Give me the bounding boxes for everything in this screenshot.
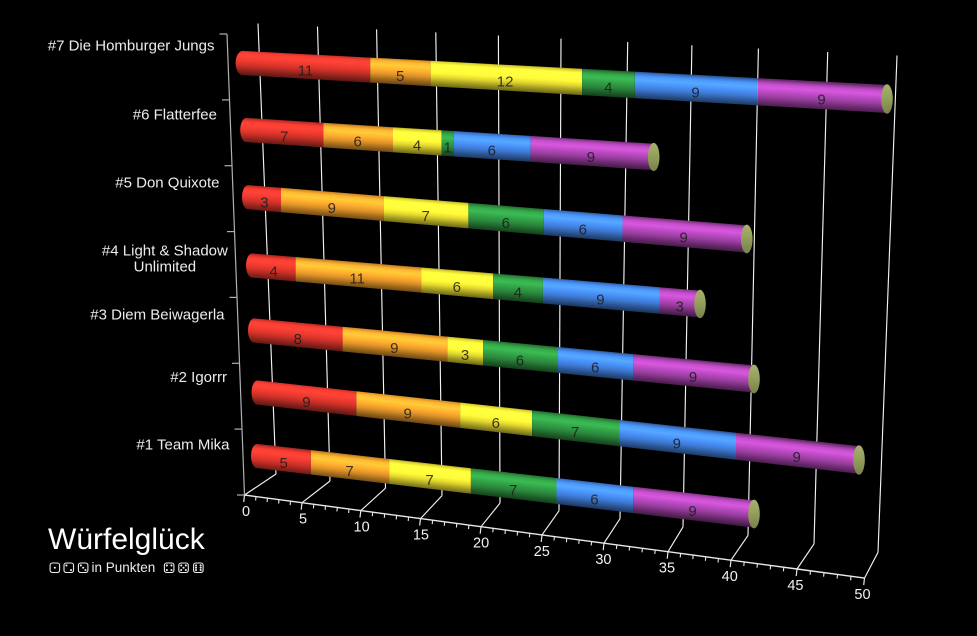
svg-text:30: 30 — [595, 552, 611, 568]
svg-text:#4 Light & Shadow: #4 Light & Shadow — [102, 243, 228, 260]
svg-text:11: 11 — [349, 271, 365, 288]
svg-text:9: 9 — [680, 230, 688, 247]
svg-text:6: 6 — [488, 142, 496, 159]
svg-text:7: 7 — [422, 208, 430, 225]
svg-text:7: 7 — [571, 424, 579, 441]
svg-text:6: 6 — [492, 415, 500, 432]
svg-text:4: 4 — [270, 263, 278, 280]
svg-text:9: 9 — [302, 394, 310, 411]
svg-text:#5 Don Quixote: #5 Don Quixote — [115, 175, 219, 192]
svg-text:#3 Diem Beiwagerla: #3 Diem Beiwagerla — [90, 307, 225, 324]
svg-text:8: 8 — [294, 331, 302, 348]
svg-text:9: 9 — [596, 291, 604, 308]
svg-text:9: 9 — [404, 405, 412, 422]
svg-text:#6 Flatterfee: #6 Flatterfee — [133, 106, 217, 123]
svg-text:6: 6 — [590, 491, 598, 508]
svg-text:9: 9 — [328, 200, 336, 217]
svg-text:4: 4 — [413, 137, 421, 154]
svg-text:3: 3 — [260, 195, 268, 212]
svg-text:6: 6 — [591, 360, 599, 377]
svg-text:#1 Team Mika: #1 Team Mika — [136, 437, 230, 454]
svg-text:25: 25 — [534, 544, 550, 560]
svg-text:7: 7 — [509, 482, 517, 499]
svg-text:10: 10 — [354, 520, 370, 536]
svg-text:5: 5 — [396, 68, 404, 85]
svg-text:9: 9 — [817, 91, 825, 108]
svg-text:7: 7 — [280, 129, 288, 146]
svg-text:3: 3 — [676, 298, 684, 315]
svg-text:6: 6 — [516, 352, 524, 369]
svg-text:#7 Die Homburger Jungs: #7 Die Homburger Jungs — [48, 38, 215, 55]
svg-text:6: 6 — [502, 215, 510, 232]
svg-text:40: 40 — [722, 569, 738, 585]
svg-text:35: 35 — [659, 561, 675, 577]
svg-text:50: 50 — [854, 587, 870, 603]
svg-text:in Punkten: in Punkten — [92, 560, 156, 575]
svg-text:6: 6 — [453, 279, 461, 296]
svg-text:15: 15 — [413, 528, 429, 544]
svg-text:9: 9 — [673, 436, 681, 453]
svg-text:5: 5 — [280, 455, 288, 472]
svg-text:7: 7 — [425, 472, 433, 489]
svg-text:7: 7 — [345, 463, 353, 480]
svg-text:4: 4 — [514, 284, 522, 301]
svg-text:0: 0 — [242, 504, 250, 520]
svg-text:9: 9 — [689, 369, 697, 386]
svg-text:1: 1 — [444, 139, 452, 156]
svg-text:5: 5 — [299, 512, 307, 528]
svg-text:9: 9 — [587, 149, 595, 166]
svg-text:Unlimited: Unlimited — [134, 259, 197, 276]
svg-text:4: 4 — [604, 79, 612, 96]
svg-text:3: 3 — [461, 347, 469, 364]
svg-text:45: 45 — [787, 578, 803, 594]
svg-text:9: 9 — [688, 503, 696, 520]
svg-text:9: 9 — [691, 84, 699, 101]
svg-text:11: 11 — [298, 63, 314, 80]
svg-text:Würfelglück: Würfelglück — [48, 523, 206, 556]
svg-text:20: 20 — [473, 536, 489, 552]
svg-text:9: 9 — [390, 340, 398, 357]
svg-text:6: 6 — [354, 133, 362, 150]
svg-text:6: 6 — [579, 221, 587, 238]
svg-text:#2 Igorrr: #2 Igorrr — [170, 369, 227, 386]
svg-text:9: 9 — [793, 449, 801, 466]
svg-text:12: 12 — [497, 74, 514, 91]
